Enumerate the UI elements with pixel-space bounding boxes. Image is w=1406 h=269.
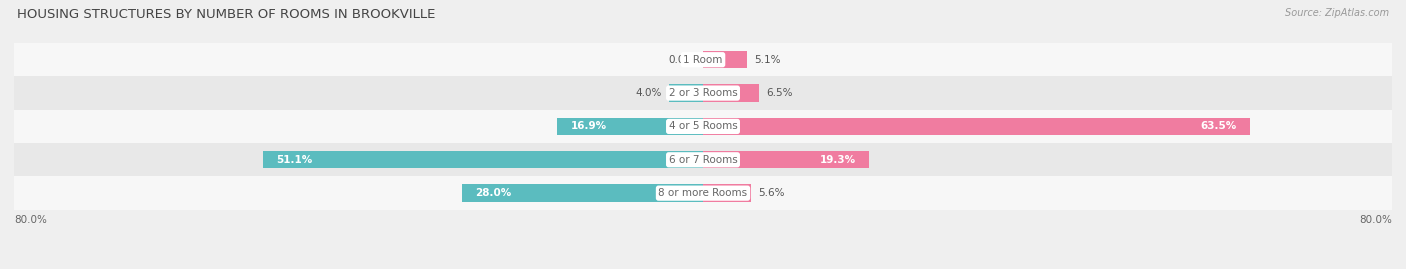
Text: 6 or 7 Rooms: 6 or 7 Rooms <box>669 155 737 165</box>
Text: 8 or more Rooms: 8 or more Rooms <box>658 188 748 198</box>
Text: Source: ZipAtlas.com: Source: ZipAtlas.com <box>1285 8 1389 18</box>
Bar <box>669 84 703 102</box>
Text: 4 or 5 Rooms: 4 or 5 Rooms <box>669 121 737 132</box>
Text: 0.0%: 0.0% <box>668 55 695 65</box>
Text: 16.9%: 16.9% <box>571 121 606 132</box>
Text: 5.1%: 5.1% <box>754 55 780 65</box>
Text: 2 or 3 Rooms: 2 or 3 Rooms <box>669 88 737 98</box>
Text: 80.0%: 80.0% <box>14 215 46 225</box>
Bar <box>14 143 1392 176</box>
Bar <box>703 51 747 68</box>
Bar <box>703 118 1250 135</box>
Bar <box>703 84 759 102</box>
Text: 63.5%: 63.5% <box>1201 121 1237 132</box>
Bar <box>14 76 1392 110</box>
Text: 51.1%: 51.1% <box>276 155 312 165</box>
Bar <box>557 118 703 135</box>
Bar <box>14 43 1392 76</box>
Bar <box>263 151 703 168</box>
Text: 80.0%: 80.0% <box>1360 215 1392 225</box>
Text: 4.0%: 4.0% <box>636 88 662 98</box>
Text: 28.0%: 28.0% <box>475 188 510 198</box>
Bar <box>703 185 751 202</box>
Text: 1 Room: 1 Room <box>683 55 723 65</box>
Bar <box>703 151 869 168</box>
Bar <box>14 110 1392 143</box>
Text: 5.6%: 5.6% <box>758 188 785 198</box>
Text: 19.3%: 19.3% <box>820 155 856 165</box>
Text: 6.5%: 6.5% <box>766 88 793 98</box>
Bar <box>14 176 1392 210</box>
Bar <box>461 185 703 202</box>
Text: HOUSING STRUCTURES BY NUMBER OF ROOMS IN BROOKVILLE: HOUSING STRUCTURES BY NUMBER OF ROOMS IN… <box>17 8 436 21</box>
